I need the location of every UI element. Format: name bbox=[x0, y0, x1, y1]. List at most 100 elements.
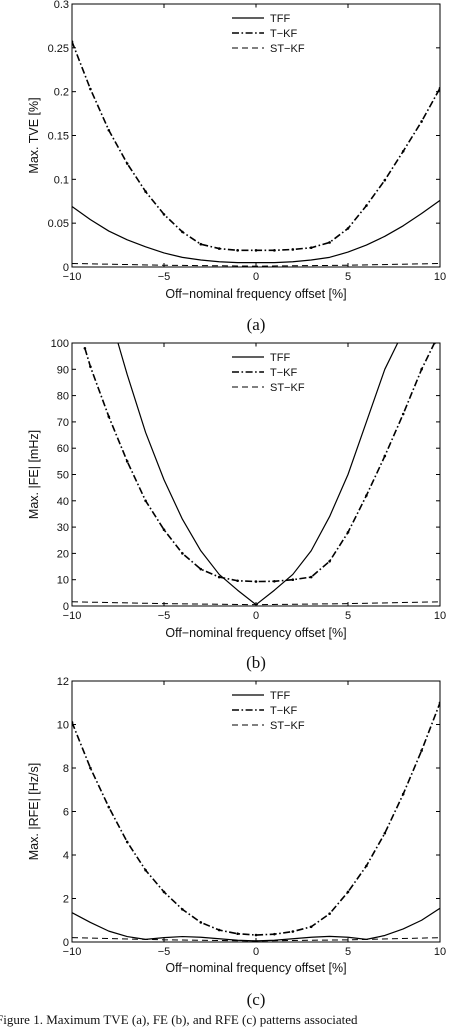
data-point bbox=[107, 805, 111, 809]
data-point bbox=[346, 227, 350, 230]
y-tick-label: 50 bbox=[57, 470, 69, 482]
data-point bbox=[236, 932, 239, 936]
data-point bbox=[383, 831, 387, 835]
x-tick-label: −10 bbox=[63, 946, 82, 958]
y-tick-label: 0.05 bbox=[48, 218, 69, 230]
x-axis-label: Off−nominal frequency offset [%] bbox=[165, 626, 346, 640]
legend-box bbox=[227, 346, 327, 399]
data-point bbox=[236, 249, 239, 252]
data-point bbox=[144, 868, 147, 872]
legend: TFF T−KF ST−KF bbox=[227, 684, 327, 737]
y-tick-label: 0 bbox=[63, 262, 69, 274]
legend-entry: T−KF bbox=[270, 367, 297, 379]
data-point bbox=[401, 792, 405, 796]
x-tick-label: 5 bbox=[345, 271, 351, 283]
y-tick-label: 12 bbox=[57, 676, 69, 688]
panel-label: (c) bbox=[247, 990, 266, 1009]
data-point bbox=[309, 575, 313, 579]
y-tick-label: 80 bbox=[57, 391, 69, 403]
data-point bbox=[420, 120, 423, 123]
chart-panel-b: −10 −5 0 5 100102030405060708090100Off−nomin… bbox=[27, 338, 446, 672]
x-tick-label: −5 bbox=[158, 946, 171, 958]
series-line-t-kf bbox=[72, 41, 440, 252]
data-point bbox=[420, 368, 423, 371]
data-point bbox=[309, 246, 313, 250]
data-point bbox=[199, 242, 203, 246]
y-axis-label: Max. TVE [%] bbox=[27, 97, 41, 173]
x-axis-label: Off−nominal frequency offset [%] bbox=[165, 961, 346, 975]
y-tick-label: 8 bbox=[63, 763, 69, 775]
data-point bbox=[273, 932, 276, 936]
data-point bbox=[144, 190, 147, 193]
data-point bbox=[181, 230, 184, 234]
y-tick-label: 4 bbox=[63, 850, 69, 862]
data-point bbox=[89, 87, 92, 91]
legend-entry: TFF bbox=[270, 690, 290, 702]
y-tick-label: 0.2 bbox=[54, 87, 69, 99]
chart-panel-a: −10 −5 0 5 10 0 0.05 0.1 0.15 0.2 0.25 0.3 Off−nomin… bbox=[27, 0, 446, 334]
data-point bbox=[346, 890, 350, 894]
y-axis-label: Max. |RFE| [Hz/s] bbox=[27, 763, 41, 860]
y-axis-label: Max. |FE| [mHz] bbox=[27, 430, 41, 519]
data-point bbox=[89, 766, 92, 770]
data-point bbox=[125, 460, 129, 463]
y-tick-label: 10 bbox=[57, 575, 69, 587]
data-point bbox=[83, 346, 87, 350]
x-tick-label: −5 bbox=[158, 271, 171, 283]
y-tick-label: 60 bbox=[57, 443, 69, 455]
y-tick-label: 90 bbox=[57, 364, 69, 376]
y-tick-label: 0.15 bbox=[48, 131, 69, 143]
data-point bbox=[89, 365, 92, 368]
x-tick-label: 0 bbox=[253, 946, 259, 958]
figure-caption: Figure 1. Maximum TVE (a), FE (b), and R… bbox=[0, 1012, 358, 1027]
data-point bbox=[107, 415, 111, 418]
legend-box bbox=[227, 7, 327, 60]
data-point bbox=[162, 890, 166, 894]
y-tick-label: 30 bbox=[57, 522, 69, 534]
y-tick-label: 40 bbox=[57, 496, 69, 508]
data-point bbox=[383, 454, 387, 458]
legend-entry: T−KF bbox=[270, 705, 297, 717]
data-point bbox=[328, 912, 331, 916]
data-point bbox=[162, 213, 166, 216]
data-point bbox=[144, 499, 147, 503]
x-tick-label: −5 bbox=[158, 610, 171, 622]
x-tick-label: 10 bbox=[434, 271, 446, 283]
x-tick-label: 5 bbox=[345, 610, 351, 622]
data-point bbox=[420, 749, 423, 752]
data-point bbox=[273, 249, 276, 252]
data-point bbox=[401, 149, 405, 153]
panel-label: (b) bbox=[246, 653, 266, 672]
data-point bbox=[162, 528, 166, 532]
y-tick-label: 6 bbox=[63, 807, 69, 819]
y-tick-label: 0.3 bbox=[54, 0, 69, 11]
series-line-t-kf bbox=[72, 702, 440, 936]
data-point bbox=[199, 567, 203, 571]
y-tick-label: 2 bbox=[63, 894, 69, 906]
data-point bbox=[181, 552, 184, 555]
data-point bbox=[328, 241, 331, 244]
data-point bbox=[291, 578, 295, 581]
y-tick-label: 0 bbox=[63, 937, 69, 949]
data-point bbox=[125, 162, 129, 165]
x-tick-label: 0 bbox=[253, 610, 259, 622]
panel-label: (a) bbox=[247, 315, 266, 334]
data-point bbox=[217, 575, 221, 579]
legend-box bbox=[227, 684, 327, 737]
x-tick-label: 10 bbox=[434, 610, 446, 622]
x-tick-label: −10 bbox=[63, 271, 82, 283]
y-tick-label: 0.1 bbox=[54, 174, 69, 186]
data-point bbox=[365, 864, 368, 868]
data-point bbox=[125, 840, 129, 844]
x-tick-label: 0 bbox=[253, 271, 259, 283]
data-point bbox=[254, 933, 258, 937]
x-tick-label: −10 bbox=[63, 610, 82, 622]
data-point bbox=[199, 921, 203, 924]
legend-entry: ST−KF bbox=[270, 382, 305, 394]
data-point bbox=[181, 908, 184, 911]
series-line-tff bbox=[72, 199, 440, 264]
data-point bbox=[365, 494, 368, 497]
data-point bbox=[217, 247, 221, 250]
legend-entry: T−KF bbox=[270, 28, 297, 40]
